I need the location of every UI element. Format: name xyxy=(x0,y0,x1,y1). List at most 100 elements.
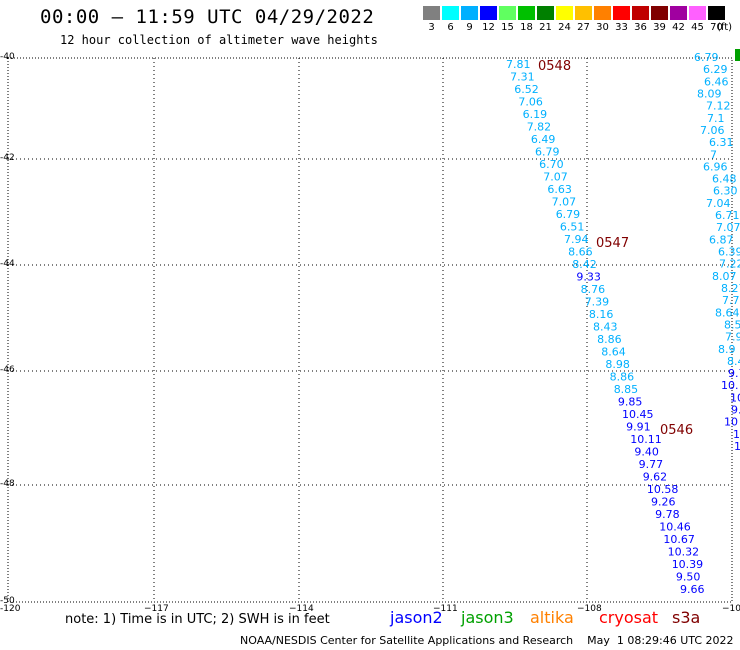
satellite-name: cryosat xyxy=(599,608,659,627)
legend-swatch xyxy=(594,6,611,20)
lat-label: -48 xyxy=(0,479,15,489)
wave-height-value: 9.26 xyxy=(651,496,676,509)
legend-swatch xyxy=(575,6,592,20)
wave-height-value-edge: 7.93 xyxy=(725,331,740,344)
wave-height-value: 6.70 xyxy=(539,158,564,171)
wave-height-value: 8.86 xyxy=(597,333,622,346)
wave-height-value-edge: 9. xyxy=(731,404,740,417)
wave-height-value-edge: 6.29 xyxy=(703,63,728,76)
legend-swatch xyxy=(632,6,649,20)
wave-height-value: 9.62 xyxy=(643,471,668,484)
wave-height-value: 7.07 xyxy=(543,171,568,184)
lat-label: -42 xyxy=(0,153,15,163)
wave-height-value-edge: 6.96 xyxy=(703,160,728,173)
lon-label: −105 xyxy=(722,604,740,614)
page-subtitle: 12 hour collection of altimeter wave hei… xyxy=(60,33,378,47)
credit-line: NOAA/NESDIS Center for Satellite Applica… xyxy=(240,634,734,647)
wave-height-value-edge: 6.71 xyxy=(715,209,740,222)
wave-height-value: 6.51 xyxy=(560,221,585,234)
wave-height-value-edge: 7.07 xyxy=(716,221,740,234)
wave-height-value-edge: 7.06 xyxy=(700,124,725,137)
wave-height-value: 10.67 xyxy=(663,533,695,546)
wave-height-value: 7.94 xyxy=(564,233,589,246)
page-title: 00:00 – 11:59 UTC 04/29/2022 xyxy=(40,6,375,28)
wave-height-value-edge: 6.31 xyxy=(709,136,734,149)
legend-swatch xyxy=(518,6,535,20)
wave-height-value-edge: 10 xyxy=(733,428,740,441)
wave-height-value: 10.58 xyxy=(647,483,679,496)
wave-height-value: 9.40 xyxy=(634,446,659,459)
wave-height-value-edge: 6.46 xyxy=(704,75,729,88)
lat-label: -44 xyxy=(0,259,15,269)
wave-height-value-edge: 7 xyxy=(710,148,717,161)
wave-height-value: 7.31 xyxy=(510,71,534,84)
legend-label: 42 xyxy=(672,22,685,33)
wave-height-value: 8.98 xyxy=(605,358,630,371)
satellite-name: s3a xyxy=(672,608,701,627)
time-labels: 0548 0547 0546 xyxy=(538,59,693,438)
legend-label: 33 xyxy=(615,22,628,33)
lon-label: −111 xyxy=(433,604,458,614)
legend-label: 18 xyxy=(520,22,533,33)
legend-swatch xyxy=(670,6,687,20)
wave-height-value: 6.63 xyxy=(547,183,572,196)
legend-swatch xyxy=(461,6,478,20)
legend-swatch xyxy=(480,6,497,20)
wave-height-value-edge: 8.9 xyxy=(718,343,736,356)
legend-label: 36 xyxy=(634,22,647,33)
wave-height-value: 7.06 xyxy=(518,96,543,109)
wave-height-value: 8.85 xyxy=(614,383,639,396)
wave-height-value: 9.66 xyxy=(680,583,705,596)
wave-height-value: 6.49 xyxy=(531,133,556,146)
wave-height-value: 9.85 xyxy=(618,396,643,409)
wave-height-value-edge: 10. xyxy=(721,379,739,392)
edge-green-marker xyxy=(735,49,740,61)
wave-height-value: 6.19 xyxy=(523,108,548,121)
wave-height-value-edge: 6.87 xyxy=(709,233,734,246)
wave-height-value: 8.16 xyxy=(589,308,614,321)
wave-height-value: 7.81 xyxy=(506,58,531,71)
wave-height-value: 8.76 xyxy=(581,283,606,296)
wave-height-value-edge: 6.48 xyxy=(712,173,737,186)
legend-swatch xyxy=(537,6,554,20)
legend-label: 70 xyxy=(710,22,723,33)
wave-height-value: 10.46 xyxy=(659,521,691,534)
wave-height-value-edge: 7.1 xyxy=(707,112,725,125)
wave-height-value: 7.39 xyxy=(585,296,610,309)
legend-swatch xyxy=(556,6,573,20)
satellite-name: jason3 xyxy=(461,608,514,627)
wave-height-value: 8.64 xyxy=(601,346,626,359)
legend-swatch xyxy=(442,6,459,20)
wave-height-value: 8.43 xyxy=(593,321,618,334)
legend-swatch xyxy=(708,6,725,20)
legend-label: 27 xyxy=(577,22,590,33)
map-frame xyxy=(7,57,733,603)
time-label: 0547 xyxy=(596,236,629,251)
legend-units: (ft) xyxy=(717,22,733,33)
wave-height-value: 7.07 xyxy=(552,196,577,209)
wave-height-value: 7.82 xyxy=(527,121,552,134)
wave-height-value-edge: 10 xyxy=(734,440,740,453)
wave-height-value-edge: 7.12 xyxy=(706,100,731,113)
wave-height-value: 6.79 xyxy=(556,208,581,221)
wave-height-value: 8.86 xyxy=(610,371,635,384)
satellite-track-main: 7.817.316.527.066.197.826.496.796.707.07… xyxy=(506,58,705,596)
satellite-track-edge: 6.796.296.468.097.127.17.066.3176.966.48… xyxy=(694,51,740,453)
wave-height-value-edge: 8.07 xyxy=(712,270,737,283)
footer-note: note: 1) Time is in UTC; 2) SWH is in fe… xyxy=(65,612,330,627)
wave-height-value: 6.79 xyxy=(535,146,560,159)
wave-height-value: 9.50 xyxy=(676,571,701,584)
wave-height-value-edge: 7.70 xyxy=(722,294,740,307)
lat-label: -50 xyxy=(0,596,15,606)
wave-height-value-edge: 6.79 xyxy=(694,51,719,64)
time-label: 0548 xyxy=(538,59,571,74)
wave-height-value-edge: 8.4 xyxy=(727,355,740,368)
legend-label: 12 xyxy=(482,22,495,33)
legend-label: 45 xyxy=(691,22,704,33)
wave-height-value: 10.32 xyxy=(668,546,700,559)
lon-label: −108 xyxy=(577,604,602,614)
wave-height-value-edge: 8.64 xyxy=(715,306,740,319)
wave-height-value-edge: 8.27 xyxy=(721,282,740,295)
wave-height-value: 8.66 xyxy=(568,246,593,259)
legend-label: 24 xyxy=(558,22,571,33)
